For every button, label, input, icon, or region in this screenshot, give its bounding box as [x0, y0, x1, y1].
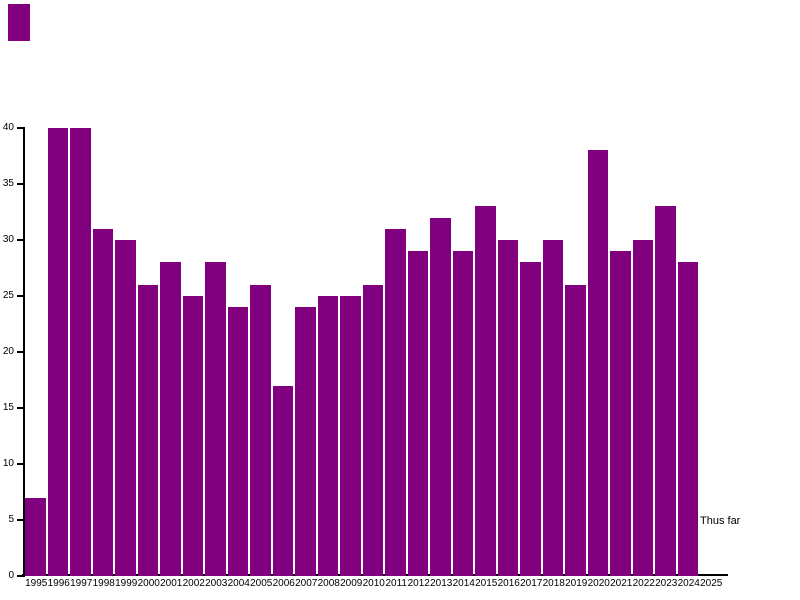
y-tick-mark-35	[17, 183, 24, 185]
bar-2009	[340, 296, 361, 576]
y-tick-label-10: 10	[2, 458, 14, 469]
bar-2007	[295, 307, 316, 576]
bar-2011	[385, 228, 406, 576]
x-tick-label-2012: 2012	[407, 578, 430, 589]
x-tick-label-2005: 2005	[250, 578, 273, 589]
x-tick-label-2006: 2006	[272, 578, 295, 589]
y-tick-mark-20	[17, 351, 24, 353]
bar-2005	[250, 284, 271, 576]
annotation-thus-far: Thus far	[700, 515, 741, 527]
x-tick-label-2002: 2002	[182, 578, 205, 589]
x-tick-label-2025: 2025	[700, 578, 723, 589]
y-tick-mark-5	[17, 519, 24, 521]
bar-2013	[430, 217, 451, 576]
x-tick-label-2007: 2007	[295, 578, 318, 589]
bar-2008	[317, 296, 338, 576]
y-tick-mark-40	[17, 127, 24, 129]
y-tick-label-30: 30	[2, 234, 14, 245]
x-tick-label-2010: 2010	[362, 578, 385, 589]
top-left-artifact-rect	[8, 4, 30, 41]
bar-1995	[25, 497, 46, 576]
bar-2018	[542, 240, 563, 576]
x-tick-label-2015: 2015	[475, 578, 498, 589]
x-tick-label-2017: 2017	[520, 578, 543, 589]
bar-2015	[475, 206, 496, 576]
y-tick-label-15: 15	[2, 402, 14, 413]
y-tick-label-5: 5	[8, 514, 14, 525]
bar-2022	[632, 240, 653, 576]
y-tick-label-25: 25	[2, 290, 14, 301]
bar-2012	[407, 251, 428, 576]
y-tick-label-0: 0	[8, 570, 14, 581]
x-tick-label-2021: 2021	[610, 578, 633, 589]
bar-2016	[497, 240, 518, 576]
bar-1996	[47, 128, 68, 576]
bar-2020	[587, 150, 608, 576]
bar-2023	[655, 206, 676, 576]
y-tick-label-40: 40	[2, 122, 14, 133]
bar-2017	[520, 262, 541, 576]
bar-2001	[160, 262, 181, 576]
bar-2019	[565, 284, 586, 576]
bar-2002	[182, 296, 203, 576]
bar-1999	[115, 240, 136, 576]
x-tick-label-2011: 2011	[385, 578, 407, 589]
x-tick-label-1997: 1997	[70, 578, 93, 589]
y-tick-label-20: 20	[2, 346, 14, 357]
y-axis-line	[23, 127, 25, 577]
y-tick-mark-10	[17, 463, 24, 465]
bar-2004	[227, 307, 248, 576]
y-tick-mark-30	[17, 239, 24, 241]
bar-2006	[272, 385, 293, 576]
x-tick-label-2004: 2004	[227, 578, 250, 589]
x-tick-label-2019: 2019	[565, 578, 588, 589]
x-tick-label-2020: 2020	[587, 578, 610, 589]
x-tick-label-1999: 1999	[115, 578, 138, 589]
bar-2010	[362, 284, 383, 576]
bar-2024	[677, 262, 698, 576]
x-tick-label-2016: 2016	[497, 578, 520, 589]
x-tick-label-2008: 2008	[317, 578, 340, 589]
x-tick-label-1995: 1995	[25, 578, 48, 589]
bar-2003	[205, 262, 226, 576]
y-tick-mark-15	[17, 407, 24, 409]
x-tick-label-2001: 2001	[160, 578, 183, 589]
x-tick-label-2013: 2013	[430, 578, 453, 589]
x-tick-label-2003: 2003	[205, 578, 228, 589]
y-tick-mark-0	[17, 575, 24, 577]
y-tick-label-35: 35	[2, 178, 14, 189]
x-tick-label-2023: 2023	[655, 578, 678, 589]
x-tick-label-2000: 2000	[137, 578, 160, 589]
x-tick-label-2018: 2018	[542, 578, 565, 589]
bar-2021	[610, 251, 631, 576]
y-tick-mark-25	[17, 295, 24, 297]
bar-2014	[452, 251, 473, 576]
x-tick-label-2024: 2024	[677, 578, 700, 589]
x-tick-label-2022: 2022	[632, 578, 655, 589]
x-tick-label-1996: 1996	[47, 578, 70, 589]
bar-1997	[70, 128, 91, 576]
x-tick-label-2009: 2009	[340, 578, 363, 589]
bar-2000	[137, 284, 158, 576]
bar-1998	[92, 228, 113, 576]
x-tick-label-2014: 2014	[452, 578, 475, 589]
x-tick-label-1998: 1998	[92, 578, 115, 589]
